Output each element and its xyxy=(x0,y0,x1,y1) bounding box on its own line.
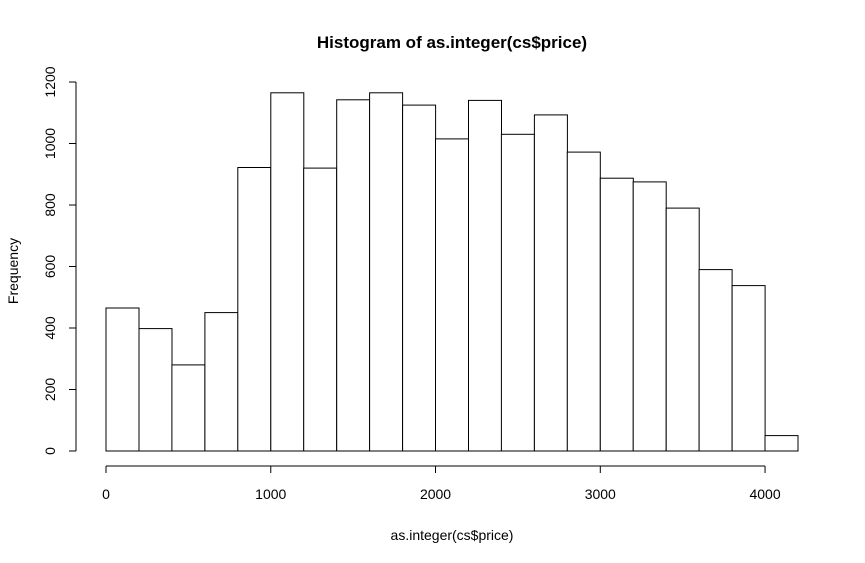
histogram-bar xyxy=(500,133,535,452)
bars-group xyxy=(105,92,799,452)
histogram-bar xyxy=(303,167,338,452)
histogram-bar xyxy=(731,285,766,452)
histogram-bar xyxy=(566,151,601,452)
histogram-bar xyxy=(632,181,667,452)
y-tick-label: 1000 xyxy=(42,128,58,159)
histogram-bar xyxy=(533,114,568,452)
y-tick-label: 400 xyxy=(42,316,58,340)
y-tick-label: 200 xyxy=(42,378,58,402)
y-tick-label: 800 xyxy=(42,193,58,217)
histogram-bar xyxy=(435,138,469,452)
histogram-bar xyxy=(270,92,305,452)
histogram-bar xyxy=(698,269,733,452)
y-tick-label: 0 xyxy=(42,447,58,455)
histogram-bar xyxy=(171,364,206,452)
x-tick-label: 1000 xyxy=(255,486,286,502)
histogram-bar xyxy=(468,99,502,452)
x-tick-label: 0 xyxy=(102,486,110,502)
y-tick-label: 600 xyxy=(42,255,58,279)
histogram-bar xyxy=(105,307,140,452)
x-tick-label: 2000 xyxy=(420,486,451,502)
histogram-bar xyxy=(665,207,700,452)
y-axis: 0 200 400 600 800 1000 1200 xyxy=(42,66,77,455)
histogram-bar xyxy=(402,104,437,452)
x-tick-label: 4000 xyxy=(749,486,780,502)
x-axis: 0 1000 2000 3000 4000 xyxy=(102,465,781,502)
histogram-bar xyxy=(764,435,799,452)
y-tick-label: 1200 xyxy=(42,66,58,97)
histogram-bar xyxy=(237,167,272,452)
histogram-bar xyxy=(599,177,634,452)
histogram-bar xyxy=(204,312,239,452)
histogram-bar xyxy=(369,92,404,452)
x-tick-label: 3000 xyxy=(585,486,616,502)
chart-title: Histogram of as.integer(cs$price) xyxy=(317,33,587,52)
y-axis-label: Frequency xyxy=(5,238,21,304)
histogram-bar xyxy=(138,328,173,452)
x-axis-label: as.integer(cs$price) xyxy=(391,527,514,543)
histogram-bar xyxy=(336,99,371,452)
